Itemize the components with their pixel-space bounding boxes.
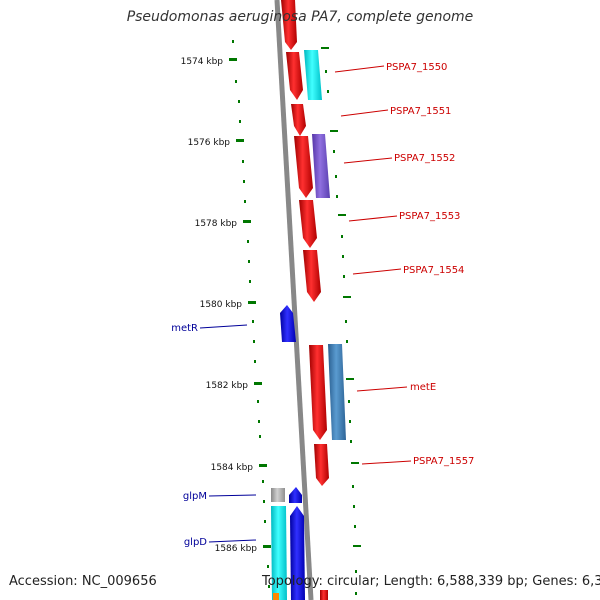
tick-mark	[248, 301, 256, 304]
forward-genes	[281, 0, 329, 600]
right-dotted-ring	[321, 47, 361, 595]
right-gene-labels: PSPA7_1550 PSPA7_1551 PSPA7_1552 PSPA7_1…	[334, 62, 474, 467]
accession-text: Accession: NC_009656	[9, 574, 157, 589]
label-leader-line	[334, 65, 385, 73]
gene-label[interactable]: PSPA7_1553	[399, 211, 460, 222]
gene-arrow[interactable]	[303, 250, 321, 302]
tick-label: 1584 kbp	[211, 463, 254, 473]
cds-feature[interactable]	[328, 344, 346, 440]
tick-label: 1586 kbp	[215, 544, 258, 554]
gene-arrow[interactable]	[309, 345, 327, 440]
left-gene-labels: metR glpM glpD	[171, 323, 257, 548]
genome-backbone	[274, 0, 314, 600]
cds-feature[interactable]	[273, 593, 279, 600]
gene-arrow[interactable]	[280, 305, 296, 342]
reverse-genes	[271, 305, 305, 600]
gene-label[interactable]: PSPA7_1557	[413, 456, 474, 467]
tick-label: 1578 kbp	[195, 219, 238, 229]
gene-label[interactable]: metE	[410, 382, 436, 393]
label-leader-line	[361, 460, 412, 465]
gene-label[interactable]: glpM	[183, 491, 207, 502]
gene-label[interactable]: PSPA7_1554	[403, 265, 464, 276]
gene-label[interactable]: glpD	[184, 537, 207, 548]
label-leader-line	[208, 494, 257, 497]
gene-arrow[interactable]	[281, 0, 297, 50]
cds-feature[interactable]	[271, 506, 287, 600]
label-leader-line	[208, 539, 257, 543]
map-title: Pseudomonas aeruginosa PA7, complete gen…	[126, 9, 474, 25]
forward-features	[304, 50, 346, 440]
gene-arrow[interactable]	[314, 444, 329, 486]
scale-ticks: 1574 kbp 1576 kbp 1578 kbp 1580 kbp 1582…	[181, 57, 271, 554]
label-leader-line	[352, 268, 402, 275]
gene-arrow[interactable]	[290, 506, 305, 600]
label-leader-line	[199, 324, 248, 329]
gene-arrow[interactable]	[291, 104, 306, 136]
gene-label[interactable]: metR	[171, 323, 198, 334]
gene-label[interactable]: PSPA7_1550	[386, 62, 447, 73]
tick-mark	[236, 139, 244, 142]
cds-feature[interactable]	[312, 134, 330, 198]
gene-arrow[interactable]	[299, 200, 317, 248]
label-leader-line	[340, 109, 389, 117]
gene-label[interactable]: PSPA7_1551	[390, 106, 451, 117]
gene-arrow[interactable]	[294, 136, 313, 198]
topology-text: Topology: circular; Length: 6,588,339 bp…	[262, 574, 600, 589]
tick-mark	[254, 382, 262, 385]
cds-feature[interactable]	[304, 50, 322, 100]
gene-arrow[interactable]	[320, 590, 328, 600]
tick-mark	[263, 545, 271, 548]
tick-label: 1580 kbp	[200, 300, 243, 310]
gene-arrow[interactable]	[289, 487, 302, 503]
label-leader-line	[356, 386, 408, 392]
tick-label: 1574 kbp	[181, 57, 224, 67]
tick-label: 1576 kbp	[188, 138, 231, 148]
tick-mark	[229, 58, 237, 61]
gene-arrow[interactable]	[286, 52, 303, 100]
label-leader-line	[348, 215, 398, 222]
label-leader-line	[343, 157, 393, 164]
cds-feature[interactable]	[271, 488, 285, 502]
tick-label: 1582 kbp	[206, 381, 249, 391]
gene-label[interactable]: PSPA7_1552	[394, 153, 455, 164]
tick-mark	[243, 220, 251, 223]
tick-mark	[259, 464, 267, 467]
left-dotted-ring	[232, 40, 270, 588]
